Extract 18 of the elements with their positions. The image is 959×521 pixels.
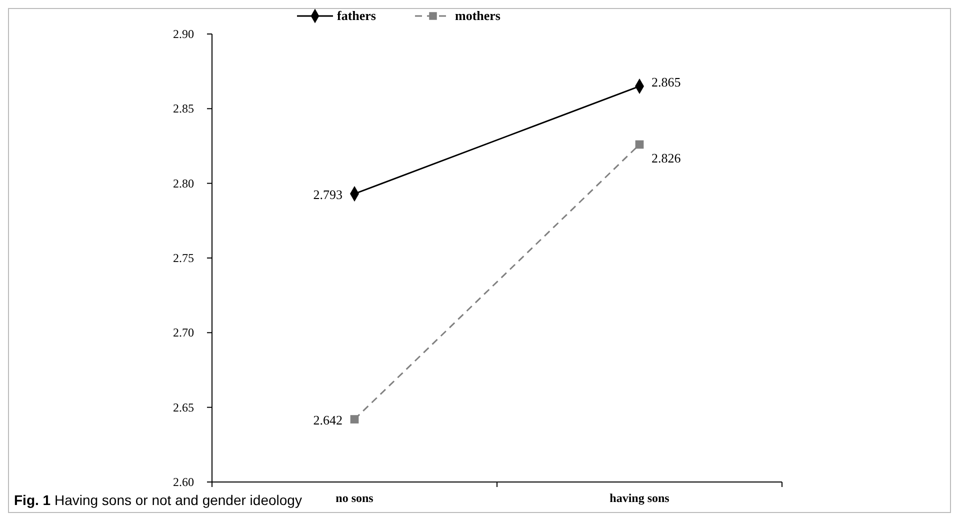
y-tick-label: 2.90 [173, 27, 194, 41]
x-tick-label: having sons [610, 491, 670, 505]
data-label: 2.642 [313, 412, 342, 428]
point [350, 415, 359, 424]
legend-label: fathers [337, 8, 376, 23]
caption: Fig. 1 Having sons or not and gender ideology [14, 492, 302, 508]
point [635, 140, 644, 149]
y-tick-label: 2.80 [173, 176, 194, 190]
data-label: 2.865 [652, 74, 681, 90]
y-tick-label: 2.85 [173, 102, 194, 116]
legend-label: mothers [455, 8, 500, 23]
y-tick-label: 2.70 [173, 326, 194, 340]
x-tick-label: no sons [336, 491, 374, 505]
data-label: 2.793 [313, 186, 342, 202]
data-label: 2.826 [652, 150, 682, 166]
y-tick-label: 2.75 [173, 251, 194, 265]
y-tick-label: 2.60 [173, 475, 194, 489]
y-tick-label: 2.65 [173, 400, 194, 414]
